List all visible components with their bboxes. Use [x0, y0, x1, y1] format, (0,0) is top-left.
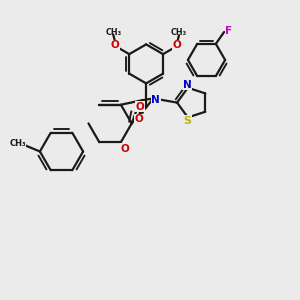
Text: CH₃: CH₃ — [9, 140, 26, 148]
Text: N: N — [152, 95, 160, 105]
Text: F: F — [225, 26, 233, 36]
Text: O: O — [111, 40, 119, 50]
Text: S: S — [183, 116, 191, 126]
Text: N: N — [183, 80, 191, 90]
Text: CH₃: CH₃ — [105, 28, 121, 37]
Text: CH₃: CH₃ — [171, 28, 187, 37]
Text: O: O — [134, 114, 143, 124]
Text: O: O — [173, 40, 182, 50]
Text: O: O — [120, 144, 129, 154]
Text: O: O — [135, 102, 144, 112]
